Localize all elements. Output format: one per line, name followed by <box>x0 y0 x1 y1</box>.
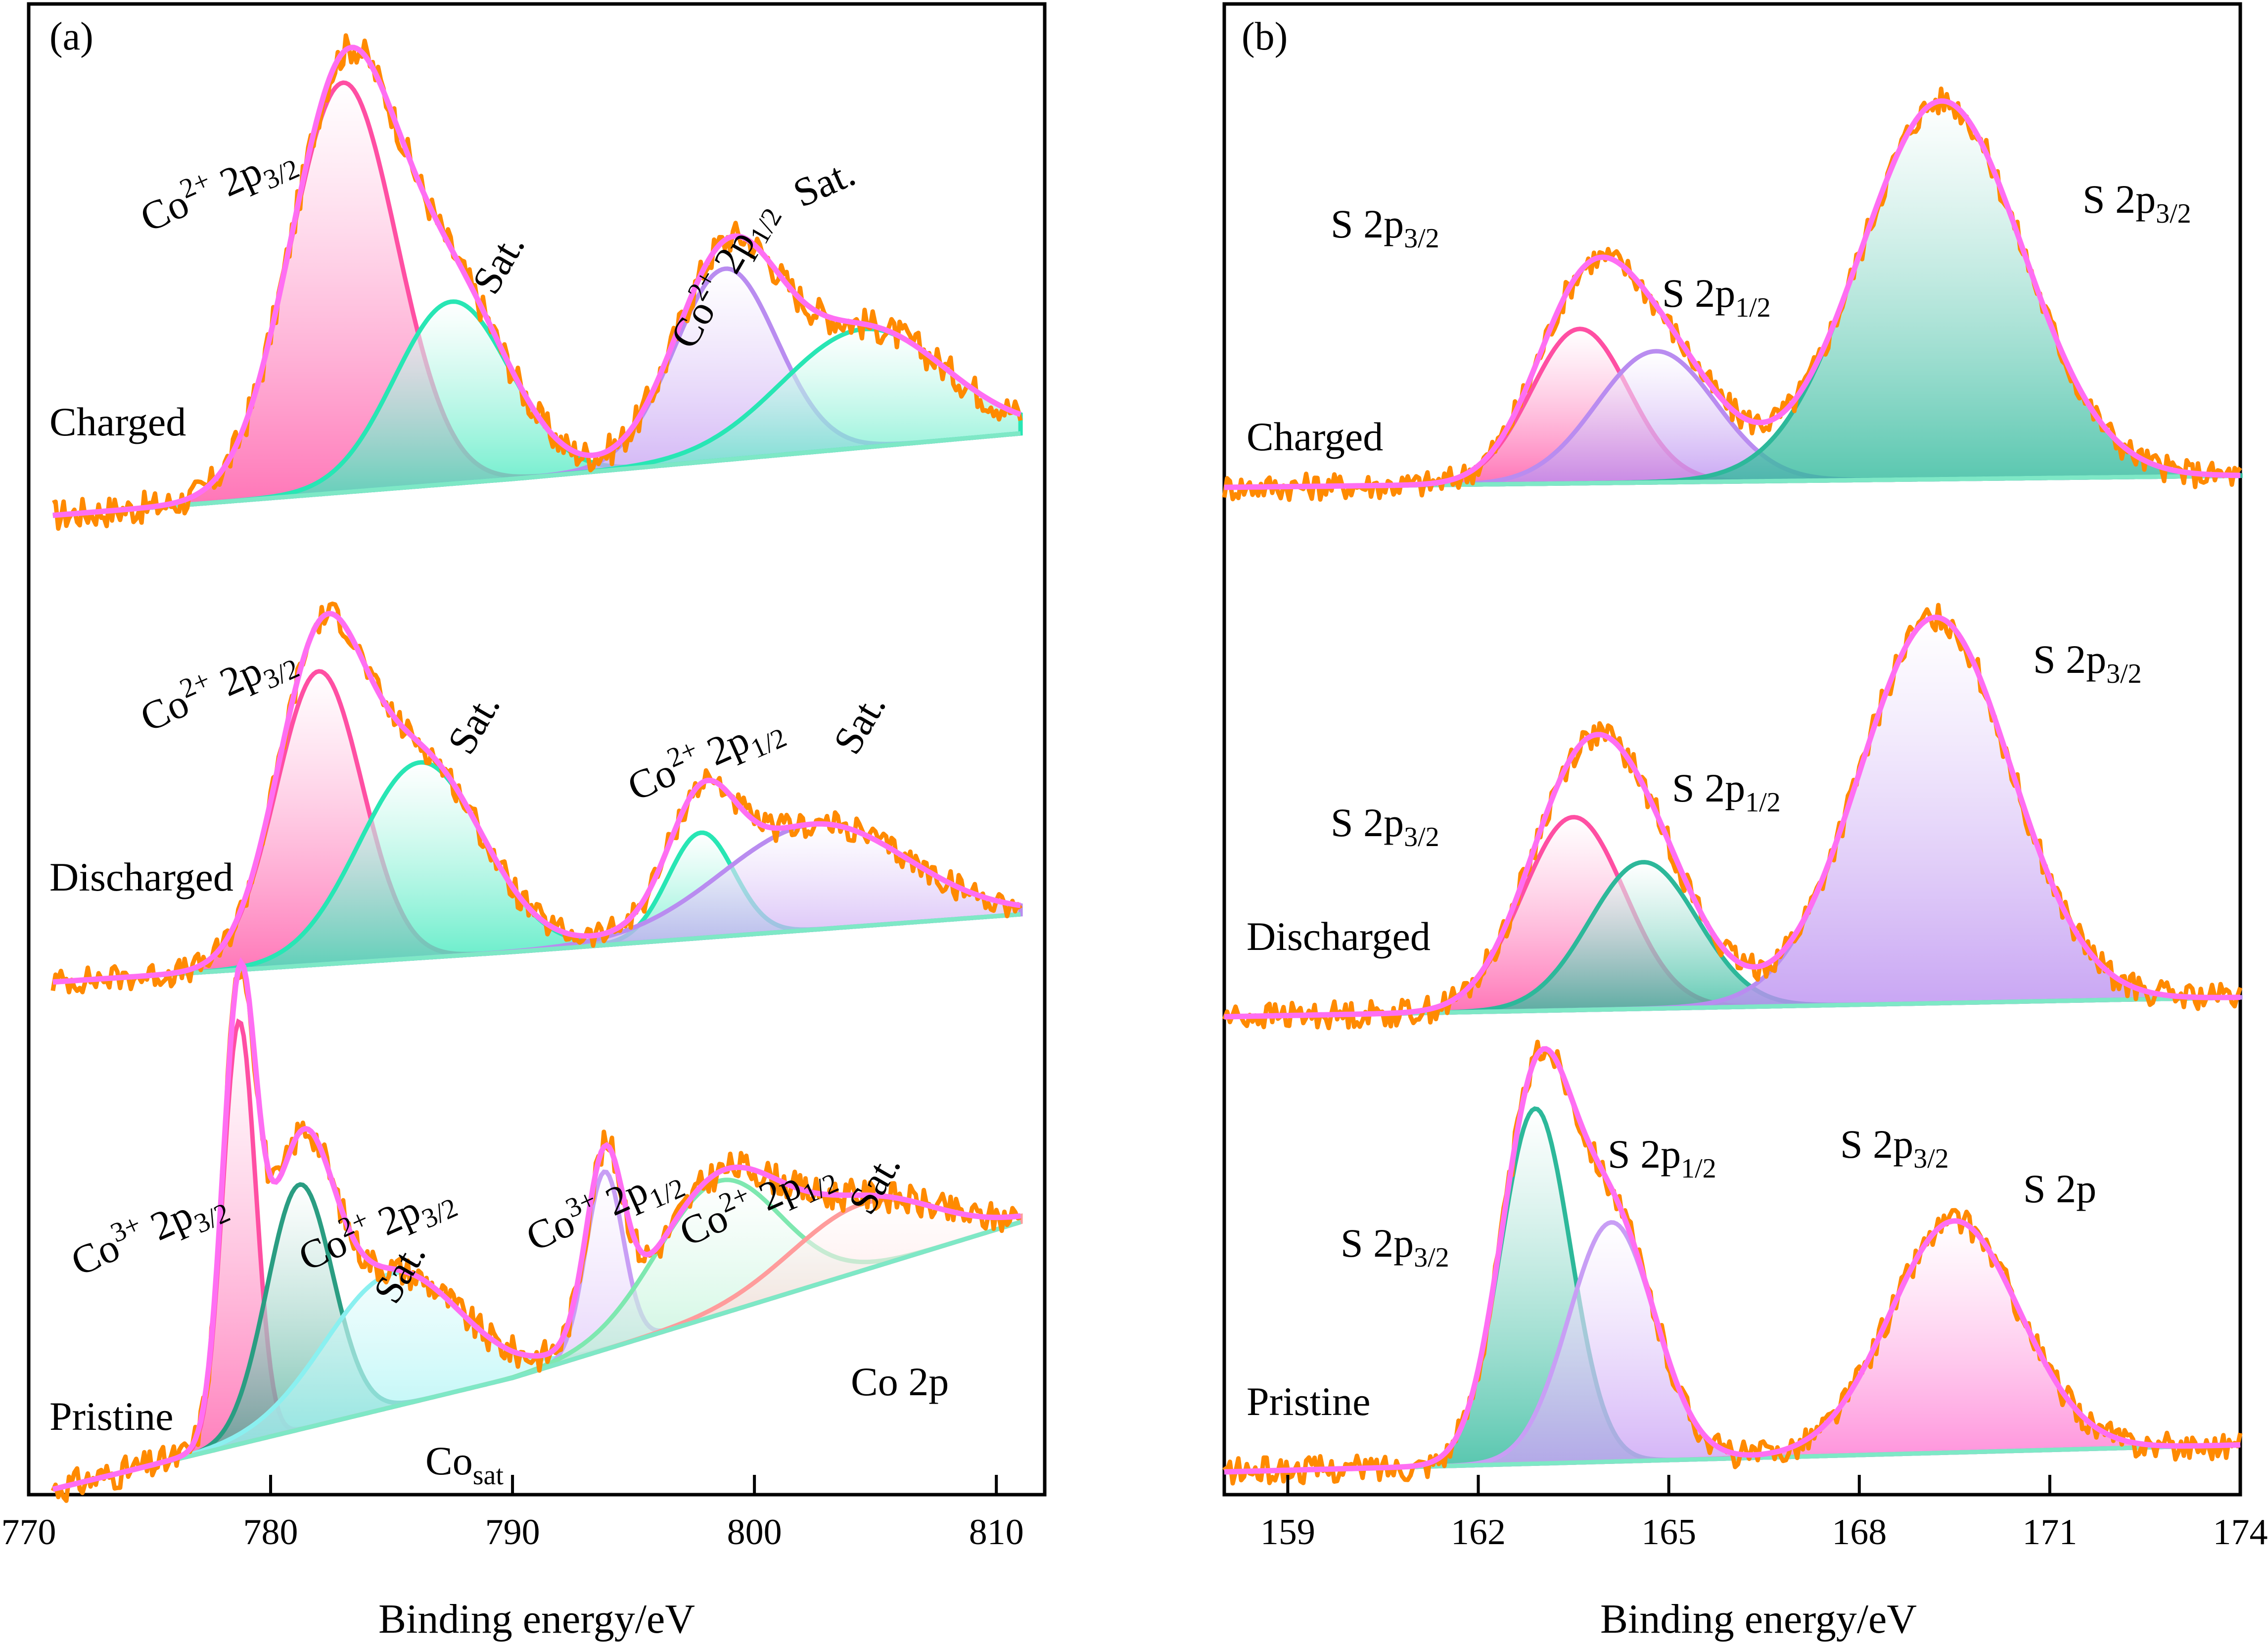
peak-label: S 2p3/2 <box>2083 177 2191 229</box>
x-tick-label: 171 <box>2022 1512 2077 1553</box>
peak-label: Sat. <box>439 685 509 761</box>
panel-a: Charged Co2+ 2p3/2 Sat. Co2+ 2p1/2 Sat. Disch… <box>1 2 1047 1642</box>
x-tick-label: 810 <box>969 1512 1024 1553</box>
peak-label: Cosat <box>425 1438 504 1491</box>
peak-label: Co2+ 2p3/2 <box>132 130 304 247</box>
x-tick-label: 174 <box>2213 1512 2268 1553</box>
panel-b: Charged S 2p3/2 S 2p1/2 S 2p3/2 Discharged S … <box>1222 2 2268 1642</box>
x-tick-label: 770 <box>1 1512 56 1553</box>
peak-label: Sat. <box>787 149 861 216</box>
raw-data-line <box>1222 86 2242 502</box>
peak-label: S 2p3/2 <box>2033 637 2142 689</box>
background-line <box>52 1220 1021 1492</box>
peak-label: Co2+ 2p1/2 <box>619 699 791 816</box>
x-tick-label: 780 <box>243 1512 298 1553</box>
spectrum-label: Discharged <box>1247 914 1431 959</box>
peak-label: S 2p1/2 <box>1672 765 1781 818</box>
panel-a-plot-area: Charged Co2+ 2p3/2 Sat. Co2+ 2p1/2 Sat. Disch… <box>49 33 1023 1503</box>
peak-label: Co2+ 2p3/2 <box>132 629 304 747</box>
fit-envelope-line <box>52 611 1021 985</box>
background-line <box>52 431 1021 518</box>
panel-b-x-axis-label: Binding energy/eV <box>1600 1596 1917 1642</box>
peak-label: Co3+ 2p3/2 <box>63 1174 234 1291</box>
spectrum-label: Charged <box>49 399 186 444</box>
peak-label: S 2p3/2 <box>1840 1122 1949 1174</box>
peak-label: S 2p3/2 <box>1331 201 1439 254</box>
peak-label: S 2p1/2 <box>1662 271 1771 323</box>
fit-envelope-line <box>1224 614 2240 1020</box>
panel-a-frame <box>27 2 1047 1497</box>
panel-b-x-ticks: 159 162 165 168 171 174 <box>1260 1475 2268 1553</box>
x-tick-label: 168 <box>1832 1512 1887 1553</box>
x-tick-label: 159 <box>1260 1512 1315 1553</box>
x-tick-label: 165 <box>1641 1512 1696 1553</box>
panel-b-element-label: S 2p <box>2023 1166 2096 1211</box>
background-line <box>52 912 1021 985</box>
spectrum-charged <box>52 33 1023 531</box>
spectrum-discharged <box>50 601 1023 994</box>
fit-envelope-line <box>52 957 1021 1492</box>
peak-label: S 2p3/2 <box>1341 1221 1449 1273</box>
panel-b-label: (b) <box>1242 15 1288 58</box>
x-tick-label: 800 <box>727 1512 782 1553</box>
peak-label: S 2p3/2 <box>1331 800 1439 852</box>
spectrum-pristine <box>1222 1039 2243 1486</box>
x-tick-label: 790 <box>485 1512 540 1553</box>
spectrum-discharged <box>1222 603 2243 1031</box>
panel-a-label: (a) <box>49 15 93 58</box>
raw-data-line <box>50 601 1022 994</box>
spectrum-label: Discharged <box>49 854 233 899</box>
fit-envelope-line <box>1224 98 2241 490</box>
panel-b-plot-area: Charged S 2p3/2 S 2p1/2 S 2p3/2 Discharged S … <box>1222 86 2243 1486</box>
peak-label: Sat. <box>825 685 894 761</box>
panel-a-x-ticks: 770 780 790 800 810 <box>1 1475 1024 1553</box>
fit-envelope-line <box>52 45 1021 519</box>
peak-label: S 2p1/2 <box>1608 1132 1716 1184</box>
spectrum-pristine <box>50 957 1023 1503</box>
panel-a-element-label: Co 2p <box>851 1359 949 1404</box>
spectrum-label: Pristine <box>49 1394 174 1439</box>
spectrum-label: Pristine <box>1247 1379 1371 1424</box>
panel-a-x-axis-label: Binding energy/eV <box>378 1596 695 1642</box>
spectrum-label: Charged <box>1247 414 1383 459</box>
panel-b-frame <box>1222 2 2242 1497</box>
x-tick-label: 162 <box>1451 1512 1506 1553</box>
spectrum-charged <box>1222 86 2243 502</box>
fit-envelope-line <box>1224 1046 2241 1475</box>
